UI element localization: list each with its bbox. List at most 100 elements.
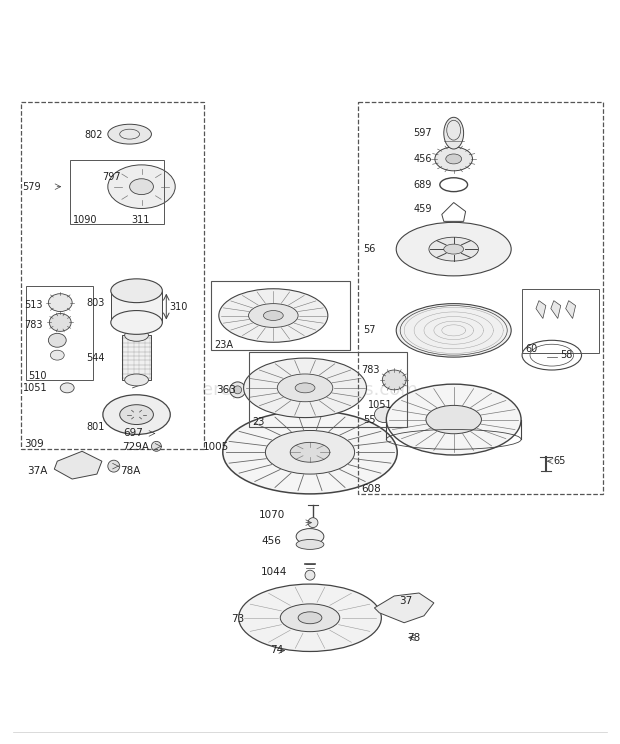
Ellipse shape — [396, 304, 511, 357]
Ellipse shape — [277, 374, 333, 402]
Bar — [122, 336, 151, 380]
Polygon shape — [551, 301, 560, 318]
Text: 456: 456 — [262, 536, 281, 546]
Text: 37: 37 — [399, 596, 412, 606]
Text: 459: 459 — [413, 205, 432, 214]
Text: 456: 456 — [413, 154, 432, 164]
Text: 783: 783 — [25, 321, 43, 330]
Text: 1051: 1051 — [368, 400, 392, 410]
Ellipse shape — [230, 382, 246, 398]
Ellipse shape — [446, 154, 462, 164]
Bar — [522, 289, 600, 353]
Ellipse shape — [383, 370, 406, 390]
Ellipse shape — [103, 395, 170, 434]
Text: 78A: 78A — [120, 466, 140, 476]
Ellipse shape — [50, 350, 64, 360]
Bar — [20, 103, 204, 449]
Bar — [70, 160, 164, 225]
Ellipse shape — [290, 443, 330, 462]
Ellipse shape — [223, 411, 397, 494]
Ellipse shape — [280, 604, 340, 632]
Ellipse shape — [264, 310, 283, 321]
Polygon shape — [536, 301, 546, 318]
Text: 311: 311 — [131, 215, 150, 225]
Bar — [211, 280, 350, 350]
Ellipse shape — [265, 431, 355, 474]
Ellipse shape — [435, 147, 472, 171]
Ellipse shape — [298, 612, 322, 623]
Ellipse shape — [48, 294, 72, 312]
Ellipse shape — [219, 289, 328, 342]
Ellipse shape — [50, 313, 71, 331]
Text: 689: 689 — [413, 180, 432, 190]
Text: 801: 801 — [86, 423, 104, 432]
Text: 608: 608 — [361, 484, 381, 494]
Text: 56: 56 — [363, 244, 376, 254]
Text: 310: 310 — [169, 301, 188, 312]
Text: 1090: 1090 — [73, 215, 97, 225]
Text: 74: 74 — [270, 646, 283, 655]
Ellipse shape — [125, 330, 148, 341]
Text: 729A: 729A — [122, 443, 149, 452]
Text: 1005: 1005 — [203, 443, 229, 452]
Ellipse shape — [249, 304, 298, 327]
Text: 544: 544 — [86, 353, 105, 363]
Ellipse shape — [108, 461, 120, 472]
Ellipse shape — [48, 333, 66, 347]
Ellipse shape — [296, 539, 324, 549]
Ellipse shape — [120, 405, 153, 425]
Ellipse shape — [111, 310, 162, 334]
Polygon shape — [374, 593, 434, 623]
Text: 23A: 23A — [214, 340, 233, 350]
Ellipse shape — [386, 384, 521, 455]
Ellipse shape — [305, 570, 315, 580]
Text: 37A: 37A — [27, 466, 48, 476]
Text: 58: 58 — [560, 350, 572, 360]
Text: 1044: 1044 — [260, 567, 287, 577]
Ellipse shape — [108, 124, 151, 144]
Ellipse shape — [239, 584, 381, 652]
Ellipse shape — [295, 383, 315, 393]
Ellipse shape — [308, 518, 318, 527]
Bar — [111, 291, 162, 322]
Text: 363: 363 — [216, 385, 236, 395]
Text: 73: 73 — [231, 614, 244, 623]
Ellipse shape — [296, 528, 324, 545]
Text: ereplacementparts.com: ereplacementparts.com — [202, 381, 418, 399]
Text: 60: 60 — [525, 344, 538, 354]
Text: 65: 65 — [554, 456, 566, 466]
Text: 697: 697 — [123, 429, 144, 438]
Text: 23: 23 — [252, 417, 265, 426]
Text: 802: 802 — [84, 130, 102, 140]
Text: 55: 55 — [363, 414, 376, 425]
Ellipse shape — [244, 358, 366, 417]
Polygon shape — [565, 301, 575, 318]
Bar — [249, 352, 407, 426]
Ellipse shape — [426, 405, 482, 434]
Ellipse shape — [396, 222, 511, 276]
Bar — [25, 286, 93, 380]
Text: 309: 309 — [25, 440, 45, 449]
Ellipse shape — [374, 407, 394, 423]
Text: 797: 797 — [102, 172, 120, 182]
Text: 1051: 1051 — [22, 383, 47, 393]
Text: 510: 510 — [29, 371, 47, 381]
Text: 783: 783 — [361, 365, 380, 375]
Ellipse shape — [60, 383, 74, 393]
Text: 1070: 1070 — [259, 510, 285, 520]
Ellipse shape — [429, 237, 479, 261]
Ellipse shape — [130, 179, 153, 195]
Ellipse shape — [108, 165, 175, 208]
Ellipse shape — [444, 244, 464, 254]
Text: 803: 803 — [86, 298, 104, 307]
Bar — [358, 103, 603, 494]
Text: 597: 597 — [413, 128, 432, 138]
Text: 57: 57 — [363, 325, 376, 336]
Polygon shape — [55, 452, 102, 479]
Ellipse shape — [234, 386, 242, 394]
Ellipse shape — [444, 118, 464, 149]
Text: 579: 579 — [22, 182, 41, 192]
Text: 513: 513 — [25, 300, 43, 310]
Text: 78: 78 — [407, 632, 420, 643]
Ellipse shape — [111, 279, 162, 303]
